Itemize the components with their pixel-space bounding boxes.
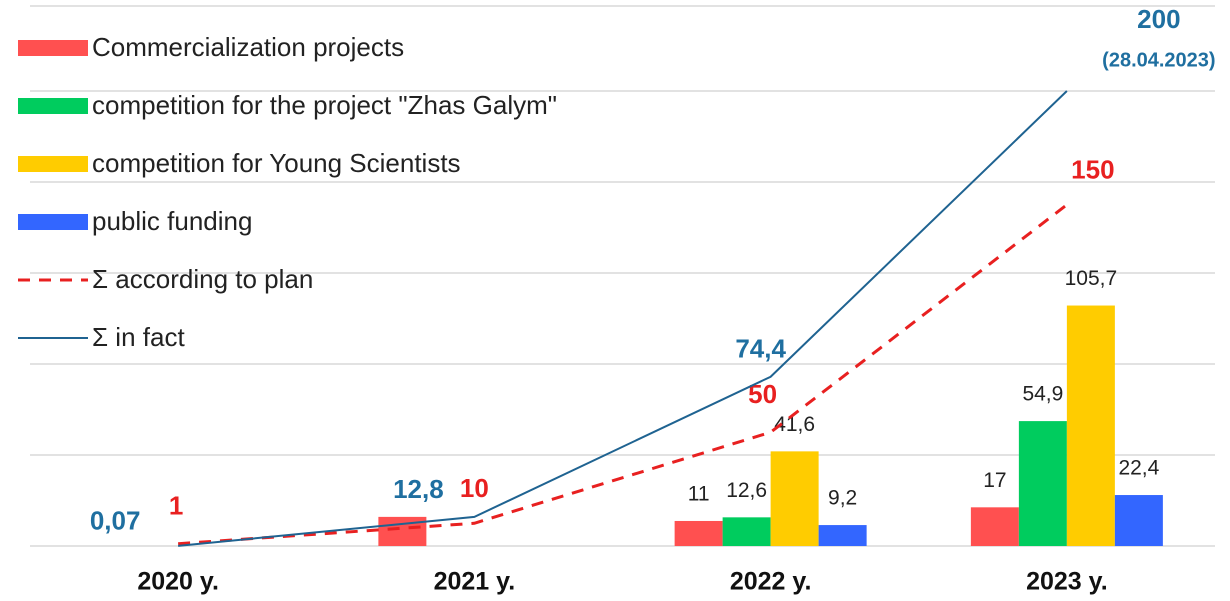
x-tick-label: 2022 y. [730, 568, 812, 596]
bar-value-label: 41,6 [774, 413, 815, 436]
x-tick-label: 2020 y. [137, 568, 219, 596]
line-value-label: 150 [1071, 155, 1114, 185]
bar-value-label: 9,2 [828, 487, 857, 510]
line-value-label: 74,4 [735, 334, 786, 364]
x-tick-label: 2023 y. [1026, 568, 1108, 596]
legend-label: competition for the project "Zhas Galym" [92, 90, 557, 120]
bar [1018, 421, 1067, 546]
bar [770, 451, 819, 546]
legend-swatch [18, 98, 88, 114]
legend-label: Σ according to plan [92, 264, 313, 294]
x-tick-label: 2021 y. [434, 568, 516, 596]
legend-label: competition for Young Scientists [92, 148, 461, 178]
legend-swatch [18, 214, 88, 230]
line-value-label: 50 [748, 379, 777, 409]
bar [378, 516, 427, 546]
bar-value-label: 54,9 [1022, 383, 1063, 406]
bar-value-label: 11 [688, 483, 710, 506]
bar [1114, 495, 1163, 546]
bar-value-label: 17 [983, 469, 1006, 492]
bar [722, 517, 771, 546]
annotation: (28.04.2023) [1102, 49, 1215, 71]
line-value-label: 10 [460, 473, 489, 503]
line-value-label: 1 [169, 491, 183, 521]
bar [1066, 305, 1115, 546]
line-series [178, 90, 1068, 547]
line-series [178, 203, 1068, 546]
legend-label: public funding [92, 206, 252, 236]
bar [674, 520, 723, 546]
bar-value-label: 105,7 [1065, 267, 1118, 290]
bar [970, 507, 1019, 546]
bar-value-label: 12,6 [726, 479, 767, 502]
line-value-label: 200 [1137, 4, 1180, 34]
legend-swatch [18, 40, 88, 56]
line-value-label: 0,07 [90, 506, 141, 536]
legend-label: Σ in fact [92, 322, 185, 352]
bar-value-label: 22,4 [1118, 457, 1159, 480]
line-value-label: 12,8 [393, 474, 444, 504]
bar [818, 525, 867, 546]
legend-label: Commercialization projects [92, 32, 404, 62]
legend-swatch [18, 156, 88, 172]
